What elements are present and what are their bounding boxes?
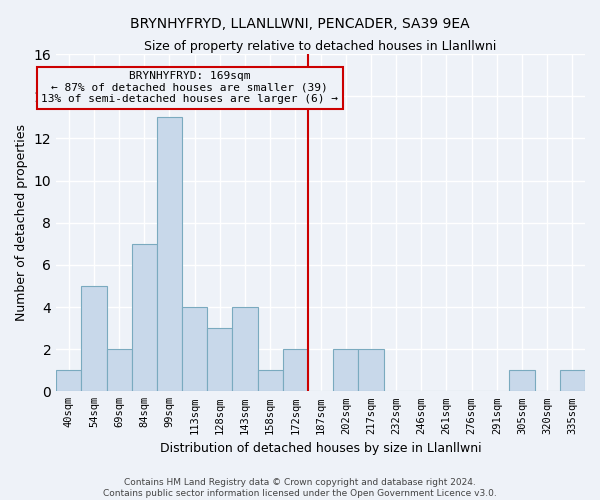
Text: BRYNHYFRYD: 169sqm
← 87% of detached houses are smaller (39)
13% of semi-detache: BRYNHYFRYD: 169sqm ← 87% of detached hou… <box>41 71 338 104</box>
Bar <box>560 370 585 392</box>
Bar <box>56 370 82 392</box>
Title: Size of property relative to detached houses in Llanllwni: Size of property relative to detached ho… <box>145 40 497 53</box>
Bar <box>232 307 257 392</box>
Bar <box>107 349 132 392</box>
Bar <box>82 286 107 392</box>
Bar <box>157 118 182 392</box>
Bar <box>283 349 308 392</box>
X-axis label: Distribution of detached houses by size in Llanllwni: Distribution of detached houses by size … <box>160 442 481 455</box>
Bar <box>358 349 383 392</box>
Bar <box>333 349 358 392</box>
Bar <box>257 370 283 392</box>
Y-axis label: Number of detached properties: Number of detached properties <box>15 124 28 321</box>
Text: BRYNHYFRYD, LLANLLWNI, PENCADER, SA39 9EA: BRYNHYFRYD, LLANLLWNI, PENCADER, SA39 9E… <box>130 18 470 32</box>
Bar <box>207 328 232 392</box>
Bar <box>509 370 535 392</box>
Text: Contains HM Land Registry data © Crown copyright and database right 2024.
Contai: Contains HM Land Registry data © Crown c… <box>103 478 497 498</box>
Bar <box>132 244 157 392</box>
Bar <box>182 307 207 392</box>
